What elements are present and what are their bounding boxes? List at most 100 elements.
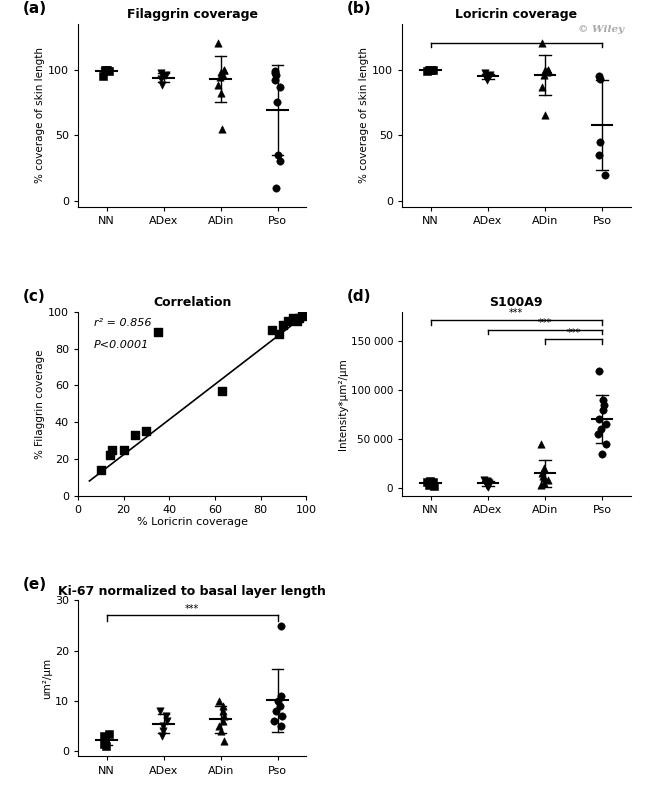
Point xyxy=(482,480,492,492)
Text: (d): (d) xyxy=(347,289,371,304)
Point xyxy=(422,476,432,489)
Y-axis label: um²/μm: um²/μm xyxy=(42,658,52,699)
Point xyxy=(101,740,111,753)
Point xyxy=(423,478,434,491)
Point xyxy=(483,481,493,493)
Point xyxy=(269,715,280,727)
Point xyxy=(270,181,281,194)
Title: Ki-67 normalized to basal layer length: Ki-67 normalized to basal layer length xyxy=(58,585,326,598)
Point xyxy=(270,74,280,87)
Point xyxy=(536,467,547,480)
Point xyxy=(141,425,151,437)
Title: Loricrin coverage: Loricrin coverage xyxy=(455,8,577,21)
Point xyxy=(270,704,281,717)
Point xyxy=(155,704,165,717)
Point xyxy=(426,478,437,490)
Point xyxy=(215,66,226,79)
Title: S100A9: S100A9 xyxy=(489,296,543,310)
Point xyxy=(593,413,604,426)
Point xyxy=(539,477,549,489)
Point xyxy=(156,67,166,80)
Point xyxy=(482,74,492,87)
Point xyxy=(118,444,129,456)
Point xyxy=(276,710,287,723)
Text: (e): (e) xyxy=(23,578,47,593)
Point xyxy=(156,72,166,85)
Point xyxy=(482,474,492,487)
Point xyxy=(278,318,289,331)
Point xyxy=(218,69,228,81)
Point xyxy=(597,448,608,460)
Point xyxy=(540,110,551,122)
Text: (a): (a) xyxy=(23,1,47,16)
Point xyxy=(599,399,609,411)
Point xyxy=(99,63,110,76)
Text: (c): (c) xyxy=(23,289,46,304)
Point xyxy=(267,324,278,336)
Point xyxy=(595,136,605,148)
Point xyxy=(99,730,110,742)
Point xyxy=(99,733,110,745)
Point xyxy=(158,720,168,733)
Y-axis label: % coverage of skin length: % coverage of skin length xyxy=(35,47,46,184)
Point xyxy=(276,619,286,632)
Point xyxy=(272,96,282,109)
Y-axis label: % Filaggrin coverage: % Filaggrin coverage xyxy=(35,349,46,459)
Point xyxy=(98,70,108,83)
Point xyxy=(216,87,226,99)
Point xyxy=(218,715,228,727)
Point xyxy=(153,326,163,339)
Point xyxy=(424,63,434,76)
Y-axis label: % coverage of skin length: % coverage of skin length xyxy=(359,47,369,184)
Text: ***: *** xyxy=(538,318,552,328)
Point xyxy=(536,478,547,491)
Point xyxy=(214,71,225,84)
Point xyxy=(424,474,435,487)
Point xyxy=(480,67,490,80)
Point xyxy=(540,63,550,76)
Point xyxy=(425,477,436,489)
Point xyxy=(599,168,610,180)
Point xyxy=(274,328,284,340)
Point xyxy=(429,480,439,492)
Point xyxy=(159,70,169,83)
Point xyxy=(219,735,229,748)
Text: (b): (b) xyxy=(347,1,372,16)
Point xyxy=(601,418,611,431)
Point xyxy=(543,63,553,76)
Point xyxy=(213,37,223,50)
Text: ***: *** xyxy=(509,308,523,318)
Point xyxy=(218,704,229,717)
Point xyxy=(130,429,140,441)
Point xyxy=(157,79,168,91)
Point xyxy=(296,310,307,322)
Point xyxy=(274,700,285,712)
Point xyxy=(105,449,115,462)
Point xyxy=(276,690,286,702)
Point xyxy=(593,70,604,83)
Point xyxy=(214,695,224,708)
Point xyxy=(542,66,552,79)
Point xyxy=(292,315,302,328)
Point xyxy=(157,730,168,742)
Point xyxy=(543,63,554,76)
Point xyxy=(483,476,493,489)
Point xyxy=(219,710,229,723)
Title: Filaggrin coverage: Filaggrin coverage xyxy=(127,8,257,21)
Point xyxy=(482,478,492,490)
Point xyxy=(161,710,171,723)
Point xyxy=(483,70,493,83)
Point xyxy=(479,474,489,486)
Point xyxy=(597,394,608,407)
Point xyxy=(536,437,546,450)
Point xyxy=(539,69,549,81)
Point xyxy=(101,63,112,76)
Point xyxy=(219,63,229,76)
Point xyxy=(601,437,611,450)
Point xyxy=(539,462,549,474)
Title: Correlation: Correlation xyxy=(153,296,231,310)
Point xyxy=(96,463,106,476)
Point xyxy=(593,364,604,377)
Point xyxy=(275,80,285,93)
Point xyxy=(537,80,547,93)
